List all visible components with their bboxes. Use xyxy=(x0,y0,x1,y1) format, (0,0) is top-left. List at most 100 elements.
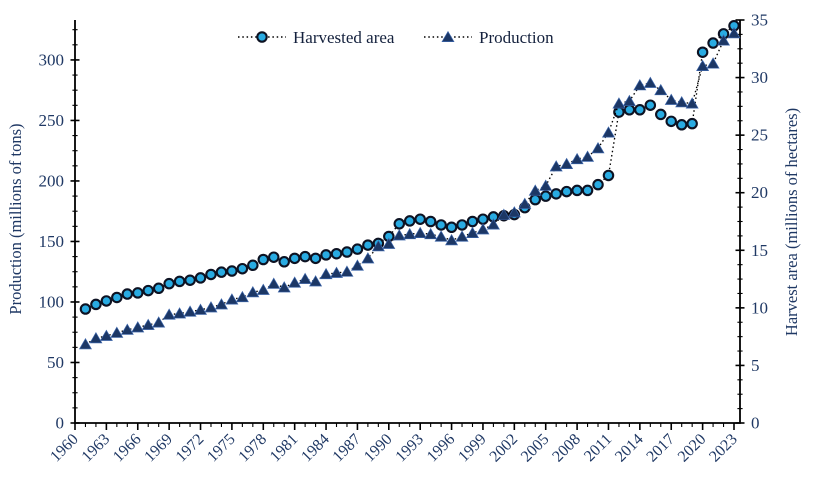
legend-label-production: Production xyxy=(479,28,554,47)
left-tick-label: 250 xyxy=(39,111,65,130)
data-point-triangle xyxy=(246,285,260,298)
series-layer xyxy=(78,20,741,350)
left-tick-label: 0 xyxy=(56,414,65,433)
data-point-circle xyxy=(571,184,583,197)
right-axis-title: Harvest area (millions of hectares) xyxy=(782,108,801,336)
x-tick-label: 2014 xyxy=(612,431,647,466)
data-point-triangle xyxy=(403,227,417,240)
data-point-triangle xyxy=(654,83,668,96)
right-tick-label: 15 xyxy=(751,241,768,260)
data-point-circle xyxy=(267,251,280,263)
x-tick-label: 2011 xyxy=(581,431,615,465)
data-point-circle xyxy=(602,169,615,182)
right-tick-label: 35 xyxy=(751,11,768,30)
x-axis: 1960196319661969197219751978198119841987… xyxy=(47,423,741,465)
x-tick-label: 1975 xyxy=(204,431,239,466)
data-point-circle xyxy=(152,282,165,295)
data-point-triangle xyxy=(78,338,92,350)
data-point-circle xyxy=(456,219,468,231)
data-point-triangle xyxy=(256,283,270,295)
data-point-triangle xyxy=(99,329,113,341)
data-point-triangle xyxy=(214,298,228,310)
data-point-triangle xyxy=(225,293,239,305)
right-tick-label: 25 xyxy=(751,126,768,145)
data-point-triangle xyxy=(340,265,354,277)
data-point-triangle xyxy=(727,27,741,39)
data-point-circle xyxy=(320,249,332,261)
x-tick-label: 2005 xyxy=(518,431,553,466)
x-tick-label: 1984 xyxy=(298,431,333,466)
data-point-circle xyxy=(111,291,123,304)
series-line xyxy=(85,32,735,345)
data-point-circle xyxy=(686,117,698,130)
data-point-triangle xyxy=(413,226,427,238)
data-point-circle xyxy=(477,213,489,225)
data-point-circle xyxy=(341,246,353,258)
data-point-triangle xyxy=(89,331,103,344)
data-point-triangle xyxy=(194,303,208,315)
data-point-circle xyxy=(330,247,343,260)
left-tick-label: 300 xyxy=(39,50,65,69)
x-tick-label: 1960 xyxy=(47,431,82,466)
x-tick-label: 1963 xyxy=(79,431,114,466)
data-point-circle xyxy=(665,115,677,128)
data-point-triangle xyxy=(601,126,615,138)
data-point-circle xyxy=(236,262,249,275)
data-point-circle xyxy=(707,37,719,49)
legend-item-harvested-area: Harvested area xyxy=(238,28,395,47)
series-production xyxy=(78,27,741,350)
data-point-circle xyxy=(90,298,102,311)
data-point-triangle xyxy=(696,59,710,71)
data-point-triangle xyxy=(382,237,396,249)
data-point-triangle xyxy=(497,208,511,220)
data-point-triangle xyxy=(235,290,249,303)
right-tick-label: 30 xyxy=(751,68,768,87)
data-point-triangle xyxy=(717,34,731,46)
x-tick-label: 2023 xyxy=(706,431,741,466)
data-point-circle xyxy=(351,243,364,255)
data-point-triangle xyxy=(110,326,124,338)
data-point-circle xyxy=(550,188,562,200)
data-point-triangle xyxy=(549,160,563,172)
data-point-circle xyxy=(466,215,479,228)
data-point-triangle xyxy=(350,259,364,271)
data-point-triangle xyxy=(507,206,521,218)
x-tick-label: 2002 xyxy=(487,431,522,466)
data-point-triangle xyxy=(476,223,490,235)
data-point-triangle xyxy=(392,229,406,241)
data-point-circle xyxy=(205,268,217,281)
data-point-triangle xyxy=(162,308,176,320)
data-point-triangle xyxy=(685,97,699,109)
data-point-triangle xyxy=(152,316,166,328)
x-tick-label: 1978 xyxy=(235,431,270,466)
data-point-circle xyxy=(634,104,646,116)
data-point-circle xyxy=(623,104,636,116)
data-point-triangle xyxy=(361,252,375,264)
data-point-triangle xyxy=(560,157,574,169)
data-point-triangle xyxy=(141,318,155,330)
x-tick-label: 2020 xyxy=(675,431,710,466)
chart-legend: Harvested area Production xyxy=(238,28,554,47)
legend-label-harvested-area: Harvested area xyxy=(293,28,395,47)
left-tick-label: 100 xyxy=(39,292,65,311)
data-point-triangle xyxy=(570,152,584,165)
data-point-triangle xyxy=(131,321,145,333)
data-point-triangle xyxy=(277,281,291,293)
data-point-triangle xyxy=(298,272,312,284)
data-point-triangle xyxy=(445,233,459,246)
data-point-circle xyxy=(560,185,573,198)
data-point-triangle xyxy=(643,76,657,88)
data-point-triangle xyxy=(267,277,281,289)
right-tick-label: 0 xyxy=(751,414,760,433)
right-tick-label: 5 xyxy=(751,356,760,375)
data-point-circle xyxy=(435,219,447,231)
data-point-circle xyxy=(257,253,270,266)
data-point-triangle xyxy=(371,240,385,252)
data-point-triangle xyxy=(465,226,479,238)
data-point-circle xyxy=(299,250,311,263)
data-point-triangle xyxy=(288,276,302,288)
data-point-triangle xyxy=(173,307,187,319)
data-point-circle xyxy=(581,184,594,197)
